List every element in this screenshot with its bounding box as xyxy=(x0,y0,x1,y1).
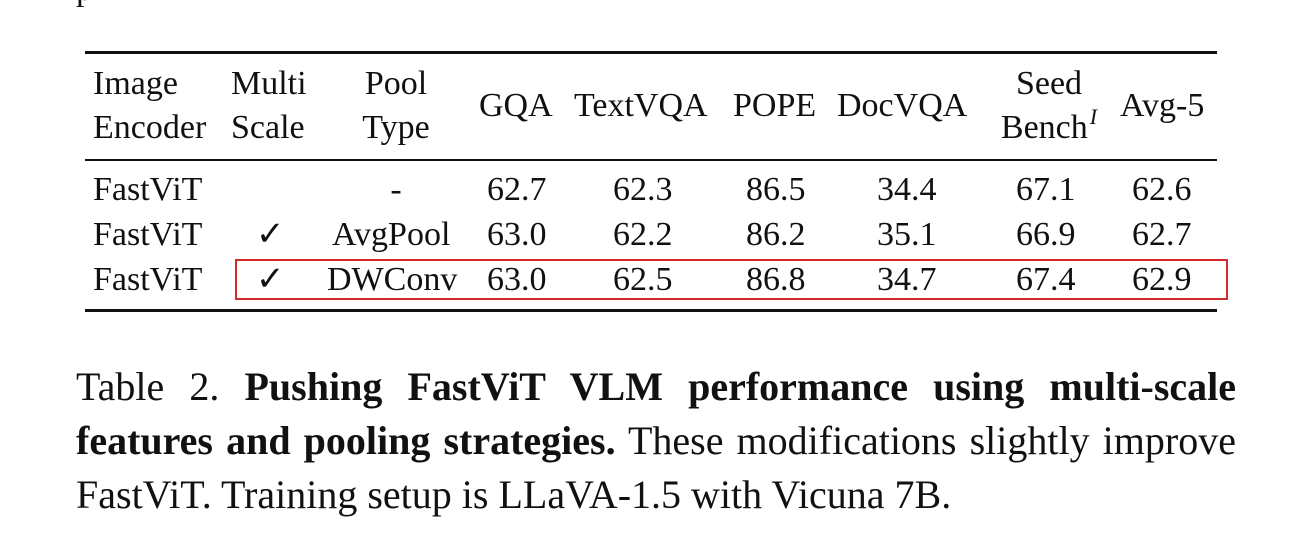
cell-avg5: 62.9 xyxy=(1132,261,1192,298)
cell-pool-type: DWConv xyxy=(327,261,458,298)
header-textvqa: TextVQA xyxy=(574,87,708,124)
header-image-encoder: Image Encoder xyxy=(93,65,207,146)
caption-bold-title: Pushing FastViT VLM performance using mu… xyxy=(76,364,1237,463)
cell-encoder: FastViT xyxy=(93,216,203,253)
cell-seed-bench: 67.4 xyxy=(1016,261,1076,298)
cell-pope: 86.8 xyxy=(746,261,806,298)
cell-gqa: 63.0 xyxy=(487,261,547,298)
table-top-rule xyxy=(85,51,1217,54)
header-gqa: GQA xyxy=(479,87,553,124)
seed-bench-superscript: I xyxy=(1089,104,1098,129)
cell-docvqa: 35.1 xyxy=(877,216,937,253)
cell-multi-scale: ✓ xyxy=(256,261,285,298)
cell-encoder: FastViT xyxy=(93,171,203,208)
header-pool-type: Pool Type xyxy=(362,65,430,146)
cell-pool-type: AvgPool xyxy=(332,216,451,253)
header-pope: POPE xyxy=(733,87,817,124)
cell-textvqa: 62.5 xyxy=(613,261,673,298)
table-header-rule xyxy=(85,159,1217,161)
caption-label: Table 2. xyxy=(76,364,245,409)
cell-multi-scale: ✓ xyxy=(256,216,285,253)
cell-gqa: 62.7 xyxy=(487,171,547,208)
cell-avg5: 62.7 xyxy=(1132,216,1192,253)
cell-gqa: 63.0 xyxy=(487,216,547,253)
cell-avg5: 62.6 xyxy=(1132,171,1192,208)
cell-seed-bench: 67.1 xyxy=(1016,171,1076,208)
highlight-box xyxy=(235,259,1228,300)
cell-pool-type: - xyxy=(390,171,402,208)
cell-textvqa: 62.3 xyxy=(613,171,673,208)
caption-body: These modifications slightly improve Fas… xyxy=(76,418,1236,517)
cell-pope: 86.5 xyxy=(746,171,806,208)
previous-text-fragment: p xyxy=(76,0,93,10)
cell-textvqa: 62.2 xyxy=(613,216,673,253)
cell-seed-bench: 66.9 xyxy=(1016,216,1076,253)
cell-pope: 86.2 xyxy=(746,216,806,253)
header-avg5: Avg-5 xyxy=(1120,87,1205,124)
cell-docvqa: 34.4 xyxy=(877,171,937,208)
header-docvqa: DocVQA xyxy=(837,87,968,124)
header-multi-scale: Multi Scale xyxy=(231,65,307,146)
table-bottom-rule xyxy=(85,309,1217,312)
cell-encoder: FastViT xyxy=(93,261,203,298)
header-seed-bench: Seed BenchI xyxy=(1000,65,1098,146)
table-caption: Table 2. Pushing FastViT VLM performance… xyxy=(76,360,1236,522)
cell-docvqa: 34.7 xyxy=(877,261,937,298)
